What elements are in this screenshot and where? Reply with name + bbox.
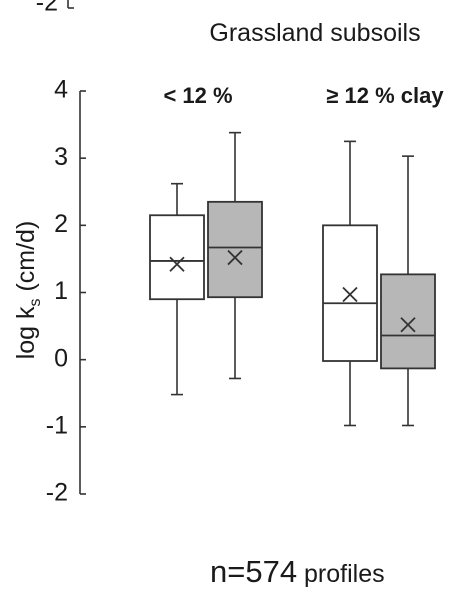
group-label-high-clay: ≥ 12 % clay — [326, 83, 444, 108]
box-g1-1-iqr-box — [149, 214, 205, 301]
box-g1-1-mean-marker — [169, 256, 185, 272]
y-tick-label: -1 — [46, 411, 68, 439]
y-axis-label-subscript: s — [27, 298, 44, 306]
box-g1-2-iqr-box — [207, 200, 263, 299]
box-g1-2-mean-marker — [227, 249, 243, 266]
box-g2-2-iqr-box — [380, 273, 436, 370]
y-tick-label: 1 — [54, 277, 68, 305]
y-tick-label: 3 — [54, 143, 68, 171]
box-g2-2-mean-marker — [400, 317, 416, 333]
chart-title: Grassland subsoils — [209, 19, 420, 47]
box-g2-1-mean-marker — [342, 286, 358, 303]
sample-size-count: n=574 — [210, 554, 298, 589]
y-axis-label-unit: (cm/d) — [12, 221, 40, 299]
y-tick-label: 4 — [54, 76, 68, 104]
y-tick-label: 2 — [54, 210, 68, 238]
top-cut-tick-label: -2 — [36, 0, 58, 17]
box-g2-1-iqr-box — [322, 224, 378, 362]
sample-size-note: n=574 profiles — [210, 554, 385, 590]
y-tick-label: -2 — [46, 479, 68, 507]
sample-size-unit: profiles — [297, 560, 385, 588]
y-axis: 4 3 2 1 0 -1 -2 — [46, 76, 86, 507]
box-series — [149, 131, 436, 427]
y-axis-label: log ks (cm/d) — [12, 221, 44, 360]
group-label-low-clay: < 12 % — [163, 83, 232, 108]
y-tick-label: 0 — [54, 344, 68, 372]
